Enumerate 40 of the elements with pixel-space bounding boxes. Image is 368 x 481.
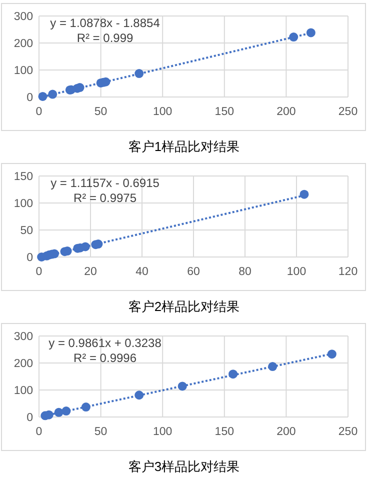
annotation: R² = 0.999 (76, 31, 134, 45)
y-tick-label: 0 (26, 92, 33, 104)
y-tick-label: 100 (14, 65, 33, 77)
x-tick-label: 0 (36, 266, 42, 278)
x-tick-label: 250 (338, 426, 358, 438)
x-tick-label: 200 (276, 106, 296, 118)
y-tick-label: 100 (14, 198, 33, 210)
y-tick-label: 150 (14, 171, 33, 183)
y-tick-label: 0 (26, 252, 33, 264)
text: 客户2样品比对结果 (128, 299, 240, 314)
x-tick-label: 40 (136, 266, 148, 278)
annotation: y = 0.9861x + 0.3238 (48, 336, 162, 350)
x-tick-label: 80 (238, 266, 252, 278)
x-tick-label: 50 (94, 426, 108, 438)
annotation: R² = 0.9996 (73, 351, 137, 365)
y-tick-label: 300 (14, 11, 33, 23)
x-tick-label: 100 (286, 266, 306, 278)
x-tick-label: 150 (214, 106, 234, 118)
y-tick-label: 200 (14, 358, 33, 370)
annotation: y = 1.1157x - 0.6915 (50, 176, 160, 190)
x-tick-label: 250 (338, 106, 358, 118)
x-tick-label: 0 (36, 106, 42, 118)
y-tick-label: 200 (14, 38, 33, 50)
x-tick-label: 120 (338, 266, 358, 278)
x-tick-label: 150 (214, 426, 234, 438)
y-tick-label: 100 (14, 385, 33, 397)
x-tick-label: 50 (94, 106, 108, 118)
text: 客户1样品比对结果 (128, 139, 240, 154)
y-tick-label: 300 (14, 331, 33, 343)
x-tick-label: 60 (187, 266, 200, 278)
annotation: R² = 0.9975 (73, 191, 137, 205)
x-tick-label: 100 (153, 106, 172, 118)
x-tick-label: 20 (84, 266, 97, 278)
y-tick-label: 0 (26, 412, 33, 424)
x-tick-label: 100 (153, 426, 172, 438)
x-tick-label: 200 (276, 426, 296, 438)
text: 客户3样品比对结果 (128, 459, 240, 474)
y-tick-label: 50 (20, 225, 33, 237)
x-tick-label: 0 (36, 426, 42, 438)
annotation: y = 1.0878x - 1.8854 (50, 16, 160, 30)
